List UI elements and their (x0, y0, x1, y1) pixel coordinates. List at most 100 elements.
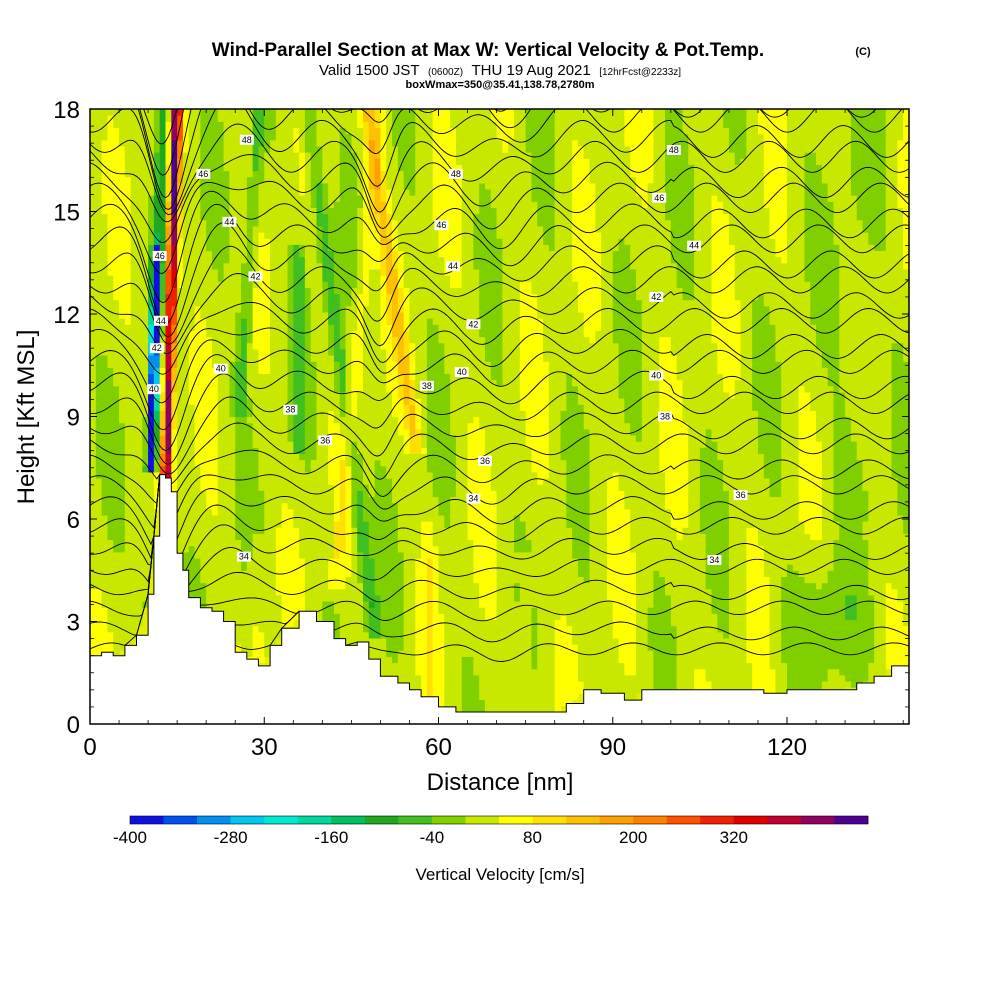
velocity-cell (357, 361, 364, 368)
velocity-cell (299, 441, 306, 448)
velocity-cell (235, 478, 242, 485)
velocity-cell (357, 533, 364, 541)
velocity-cell (246, 373, 254, 381)
velocity-cell (142, 385, 149, 393)
velocity-cell (270, 570, 277, 577)
velocity-cell (275, 281, 283, 288)
velocity-cell (380, 650, 387, 657)
velocity-cell (101, 158, 109, 165)
velocity-cell (211, 127, 219, 135)
velocity-cell (182, 299, 190, 307)
velocity-cell (119, 588, 126, 596)
velocity-cell (409, 471, 416, 479)
velocity-cell (287, 551, 294, 559)
velocity-cell (380, 576, 387, 584)
velocity-cell (374, 281, 382, 288)
velocity-cell (368, 195, 376, 202)
velocity-cell (293, 115, 300, 122)
velocity-cell (229, 428, 236, 436)
velocity-cell (392, 305, 399, 313)
velocity-cell (130, 564, 138, 571)
velocity-cell (200, 601, 207, 608)
velocity-cell (310, 355, 318, 362)
velocity-cell (206, 219, 213, 227)
velocity-cell (281, 121, 289, 129)
velocity-cell (328, 361, 335, 368)
velocity-cell (206, 299, 213, 307)
velocity-cell (235, 238, 242, 245)
velocity-cell (351, 127, 358, 135)
velocity-cell (165, 355, 172, 362)
velocity-cell (403, 502, 411, 510)
velocity-cell (200, 268, 207, 276)
velocity-cell (258, 379, 265, 387)
velocity-cell (124, 447, 132, 454)
velocity-cell (339, 404, 347, 411)
velocity-cell (415, 613, 422, 621)
velocity-cell (101, 514, 109, 522)
velocity-cell (182, 465, 190, 473)
velocity-cell (351, 244, 358, 252)
velocity-cell (368, 613, 376, 621)
velocity-cell (252, 109, 260, 116)
velocity-cell (101, 637, 109, 645)
velocity-cell (322, 133, 329, 141)
velocity-cell (182, 391, 190, 399)
velocity-cell (229, 410, 236, 418)
velocity-cell (345, 268, 352, 276)
velocity-cell (310, 564, 318, 571)
velocity-cell (310, 176, 318, 184)
velocity-cell (403, 644, 411, 651)
velocity-cell (374, 373, 382, 381)
velocity-cell (380, 330, 387, 338)
velocity-cell (316, 281, 323, 288)
velocity-cell (107, 139, 114, 147)
velocity-cell (363, 453, 370, 461)
velocity-cell (363, 576, 370, 584)
velocity-cell (90, 207, 97, 215)
velocity-cell (264, 145, 271, 153)
velocity-cell (246, 490, 254, 498)
velocity-cell (287, 619, 294, 627)
velocity-cell (403, 404, 411, 411)
velocity-cell (345, 613, 352, 621)
velocity-cell (165, 188, 172, 196)
velocity-cell (380, 478, 387, 485)
velocity-cell (90, 490, 97, 498)
velocity-cell (293, 145, 300, 153)
velocity-cell (275, 115, 283, 122)
velocity-cell (281, 275, 289, 282)
velocity-cell (339, 576, 347, 584)
velocity-cell (310, 570, 318, 577)
velocity-cell (165, 244, 172, 252)
velocity-cell (299, 115, 306, 122)
velocity-cell (275, 404, 283, 411)
velocity-cell (351, 496, 358, 504)
velocity-cell (351, 145, 358, 153)
velocity-cell (339, 299, 347, 307)
velocity-cell (90, 502, 97, 510)
velocity-cell (357, 287, 364, 295)
velocity-cell (113, 158, 120, 165)
velocity-cell (397, 115, 405, 122)
velocity-cell (130, 250, 138, 258)
velocity-cell (339, 133, 347, 141)
velocity-cell (229, 244, 236, 252)
velocity-cell (182, 232, 190, 239)
velocity-cell (113, 527, 120, 534)
velocity-cell (241, 158, 248, 165)
velocity-cell (217, 330, 225, 338)
velocity-cell (275, 324, 283, 331)
velocity-cell (211, 176, 219, 184)
velocity-cell (304, 557, 312, 565)
velocity-cell (264, 557, 271, 565)
velocity-cell (182, 213, 190, 221)
velocity-cell (142, 484, 149, 491)
velocity-cell (351, 459, 358, 467)
velocity-cell (119, 416, 126, 424)
velocity-cell (229, 139, 236, 147)
velocity-cell (333, 152, 341, 159)
velocity-cell (421, 318, 428, 325)
velocity-cell (252, 213, 260, 221)
velocity-cell (119, 213, 126, 221)
